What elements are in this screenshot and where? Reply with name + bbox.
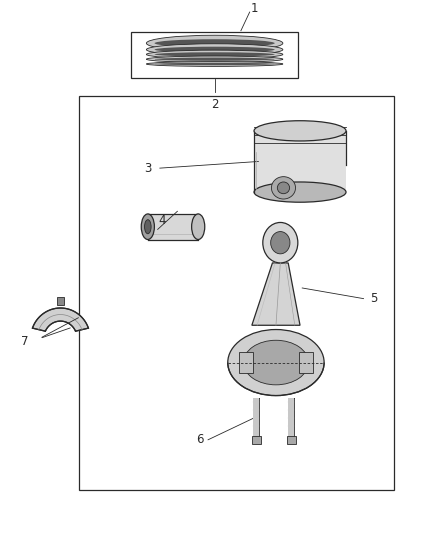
Ellipse shape xyxy=(271,231,290,254)
Text: 1: 1 xyxy=(250,2,258,15)
Ellipse shape xyxy=(146,50,283,59)
Text: 7: 7 xyxy=(21,335,28,348)
Text: 2: 2 xyxy=(211,98,219,111)
Ellipse shape xyxy=(146,56,283,62)
Text: 5: 5 xyxy=(370,292,378,305)
Ellipse shape xyxy=(228,329,324,395)
Ellipse shape xyxy=(244,340,308,385)
Bar xyxy=(148,214,198,239)
Bar xyxy=(299,352,313,373)
Ellipse shape xyxy=(254,182,346,202)
Text: 3: 3 xyxy=(144,161,151,175)
Polygon shape xyxy=(252,263,300,325)
Ellipse shape xyxy=(146,62,283,67)
Ellipse shape xyxy=(254,120,346,141)
Ellipse shape xyxy=(141,214,154,239)
Ellipse shape xyxy=(145,220,151,234)
Bar xyxy=(254,131,346,192)
Bar xyxy=(287,435,296,443)
Bar xyxy=(252,435,261,443)
Ellipse shape xyxy=(192,214,205,239)
Bar xyxy=(57,297,64,305)
Ellipse shape xyxy=(155,39,275,47)
Text: 4: 4 xyxy=(158,214,166,227)
Ellipse shape xyxy=(155,52,275,56)
Ellipse shape xyxy=(272,176,296,199)
Bar xyxy=(79,96,394,490)
Ellipse shape xyxy=(155,58,275,61)
Ellipse shape xyxy=(146,44,283,55)
Bar xyxy=(239,352,253,373)
Ellipse shape xyxy=(263,222,298,263)
Text: 6: 6 xyxy=(196,433,204,446)
Bar xyxy=(131,33,298,78)
Ellipse shape xyxy=(155,63,275,65)
Bar xyxy=(253,398,259,437)
Polygon shape xyxy=(32,308,88,331)
Ellipse shape xyxy=(155,47,275,53)
Bar xyxy=(288,398,294,437)
Ellipse shape xyxy=(146,35,283,51)
Ellipse shape xyxy=(277,182,290,193)
